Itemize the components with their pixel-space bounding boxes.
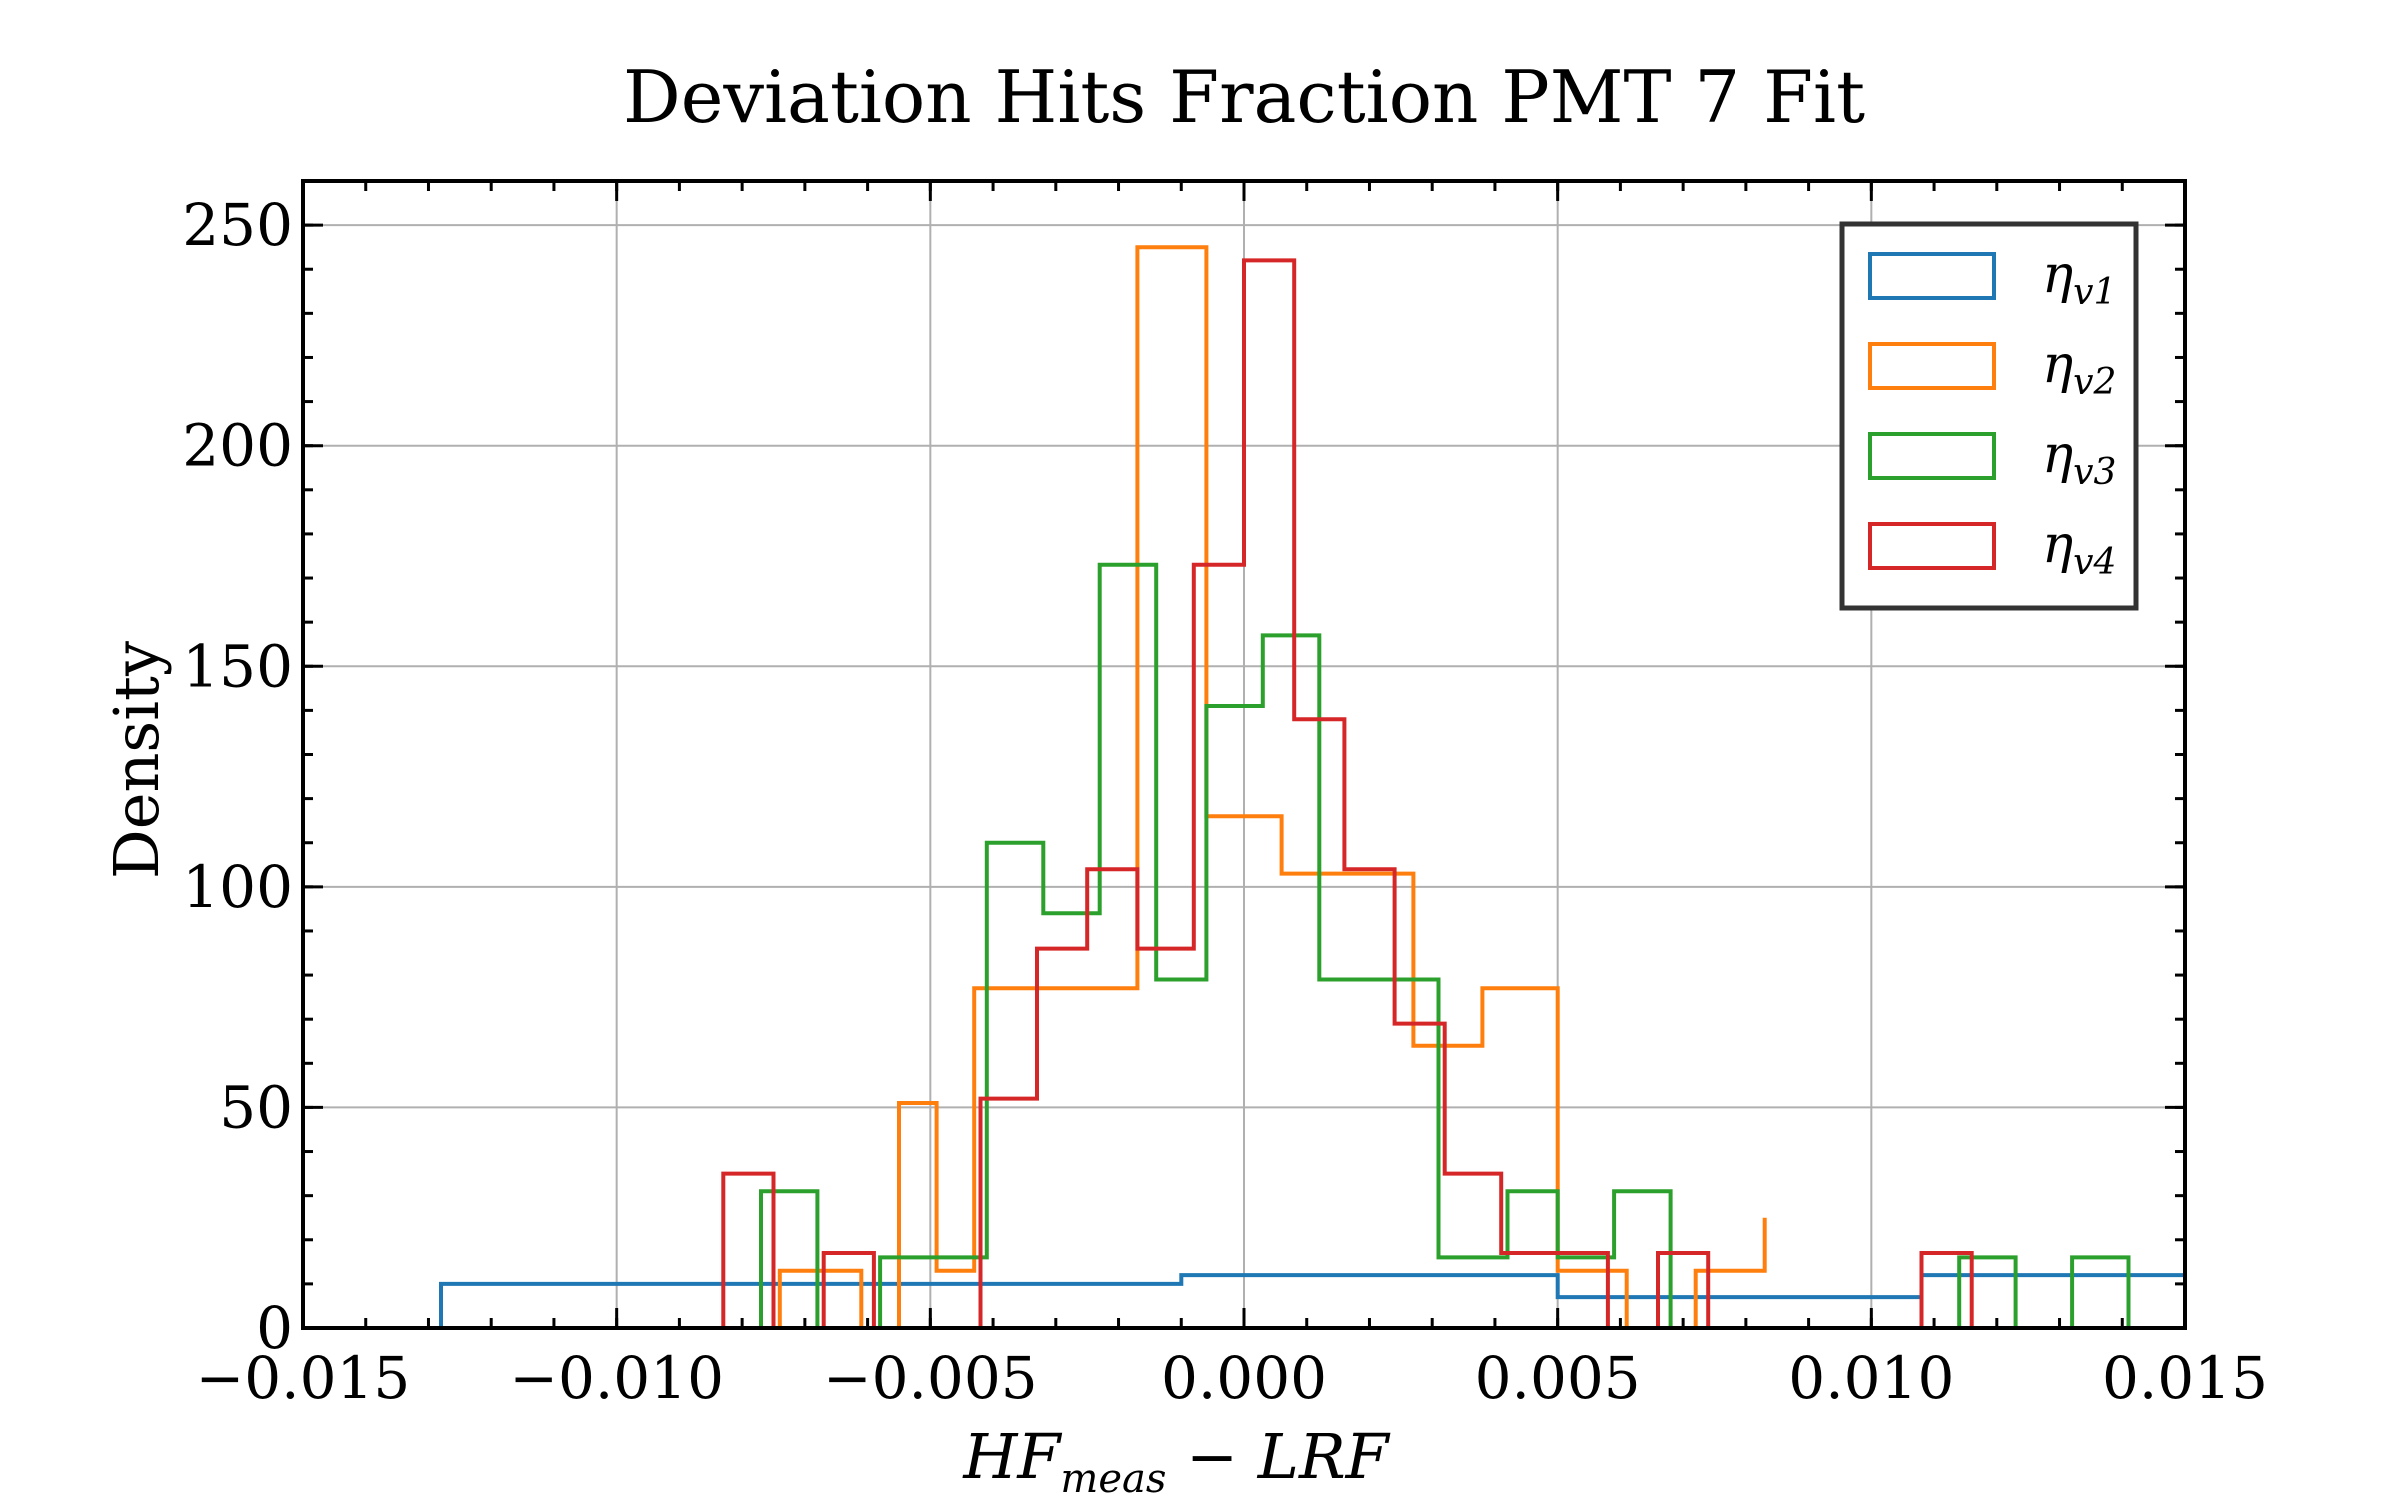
legend-label-subscript: v3: [2073, 452, 2116, 493]
y-axis-label: Density: [100, 641, 173, 879]
legend-swatch: [1868, 252, 1996, 300]
axis-ticks: [301, 179, 2187, 1330]
x-axis-label-subscript: meas: [1060, 1456, 1166, 1500]
y-tick-label: 200: [182, 412, 293, 480]
x-tick-label: 0.005: [1475, 1344, 1641, 1412]
y-tick-label: 100: [182, 853, 293, 921]
legend-label-main: η: [2042, 245, 2073, 305]
series-1-histogram: [439, 1273, 2187, 1328]
x-axis-label: HFmeas − LRF: [962, 1420, 1390, 1500]
legend-label-main: η: [2042, 335, 2073, 395]
legend-label: ηv4: [2042, 515, 2116, 583]
legend-swatch: [1868, 342, 1996, 390]
legend-label-subscript: v1: [2073, 272, 2116, 313]
y-tick-label: 150: [182, 632, 293, 700]
series-4-histogram: [721, 258, 1974, 1330]
legend-label-subscript: v4: [2073, 542, 2116, 583]
legend-swatch: [1868, 522, 1996, 570]
x-axis-label-rest: − LRF: [1166, 1420, 1390, 1493]
series-3-histogram: [759, 562, 2131, 1330]
x-tick-label: −0.015: [196, 1344, 411, 1412]
y-tick-label: 50: [219, 1073, 293, 1141]
chart-title: Deviation Hits Fraction PMT 7 Fit: [623, 55, 1865, 139]
legend-label-main: η: [2042, 425, 2073, 485]
y-tick-label: 250: [182, 191, 293, 259]
legend-label-main: η: [2042, 515, 2073, 575]
x-tick-label: 0.015: [2102, 1344, 2268, 1412]
legend-box: [1839, 221, 2139, 611]
y-tick-label: 0: [256, 1294, 293, 1362]
x-tick-label: 0.000: [1161, 1344, 1327, 1412]
series-group: [439, 245, 2187, 1330]
legend-label-subscript: v2: [2073, 362, 2116, 403]
legend-label: ηv3: [2042, 425, 2116, 493]
x-axis-label-main: HF: [962, 1420, 1062, 1493]
x-tick-label: −0.005: [823, 1344, 1038, 1412]
tick-labels: −0.015 −0.010 −0.005 0.000 0.005 0.010 0.015 0 5…: [182, 191, 2268, 1412]
series-2-histogram: [777, 245, 1767, 1330]
legend-label: ηv2: [2042, 335, 2116, 403]
legend-swatch: [1868, 432, 1996, 480]
legend-label: ηv1: [2042, 245, 2116, 313]
x-tick-label: −0.010: [509, 1344, 724, 1412]
x-tick-label: 0.010: [1788, 1344, 1954, 1412]
